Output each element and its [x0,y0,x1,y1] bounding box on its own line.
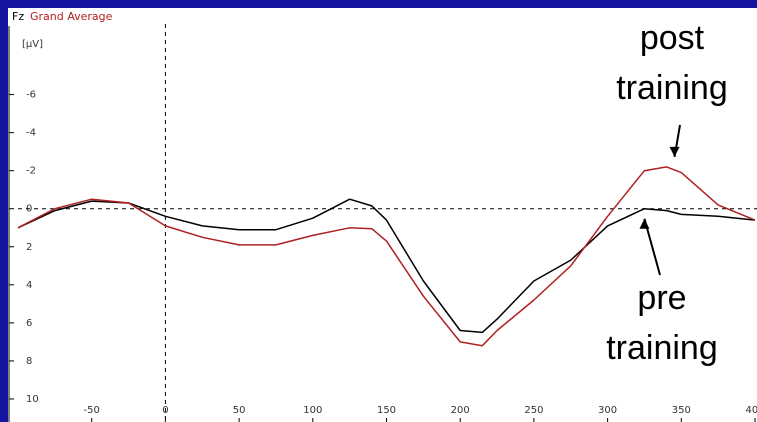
chart-title: Grand Average [30,10,113,23]
x-tick-label: 150 [377,405,396,416]
x-tick-label: 100 [303,405,322,416]
x-tick-label: 400 [745,405,757,416]
x-tick-label: 250 [524,405,543,416]
channel-label: Fz [12,10,24,23]
y-axis-label: [µV] [22,39,43,50]
y-tick-label: -6 [26,90,36,101]
x-tick-label: 200 [451,405,470,416]
x-tick-label: 50 [233,405,246,416]
y-tick-label: 8 [26,356,32,367]
x-tick-label: 350 [672,405,691,416]
x-tick-label: -50 [84,405,100,416]
annotation-text: post [640,19,705,57]
x-tick-label: 300 [598,405,617,416]
series-line [17,166,756,347]
annotation-text: training [616,69,728,107]
annotation-text: pre [637,279,686,317]
y-tick-label: 6 [26,318,32,329]
y-tick-label: -2 [26,166,36,177]
y-tick-label: -4 [26,128,36,139]
arrow-head [669,146,680,157]
annotation-text: training [606,329,718,367]
y-tick-label: 4 [26,280,32,291]
y-tick-label: 2 [26,242,32,253]
arrow-head [639,218,650,229]
series-line [17,198,756,334]
y-tick-label: 10 [26,394,39,405]
